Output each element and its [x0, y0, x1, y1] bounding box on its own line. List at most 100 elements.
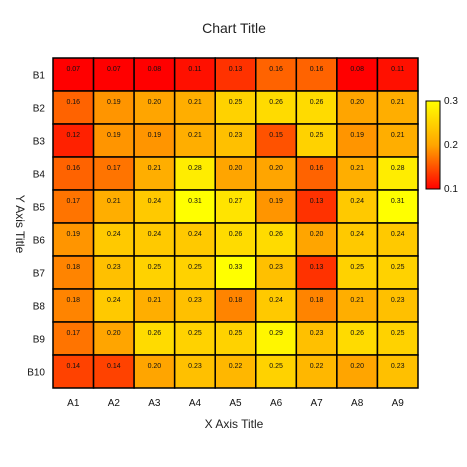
heatmap-cell — [52, 354, 95, 389]
cell-value-label: 0.25 — [310, 132, 324, 139]
heatmap-cell — [255, 57, 298, 92]
cell-value-label: 0.31 — [391, 198, 405, 205]
y-tick-label: B2 — [33, 104, 46, 115]
cell-value-label: 0.26 — [229, 231, 243, 238]
heatmap-cell — [92, 123, 135, 158]
cell-value-label: 0.22 — [310, 363, 324, 370]
cell-value-label: 0.21 — [148, 165, 162, 172]
cell-value-label: 0.12 — [66, 132, 80, 139]
cell-value-label: 0.07 — [107, 66, 121, 73]
heatmap-cell-labels: 0.07 0.07 0.08 0.11 0.13 0.16 0.16 0.08 0.11 0.16… — [66, 66, 404, 370]
heatmap-cell — [52, 90, 95, 125]
heatmap-cell — [92, 222, 135, 257]
heatmap-cell — [336, 288, 379, 323]
cell-value-label: 0.25 — [350, 264, 364, 271]
cell-value-label: 0.23 — [391, 297, 405, 304]
cell-value-label: 0.23 — [269, 264, 283, 271]
x-tick-label: A7 — [310, 398, 323, 409]
cell-value-label: 0.26 — [269, 99, 283, 106]
cell-value-label: 0.18 — [229, 297, 243, 304]
heatmap-cell — [376, 321, 419, 356]
x-tick-label: A4 — [189, 398, 202, 409]
cell-value-label: 0.25 — [229, 99, 243, 106]
cell-value-label: 0.17 — [66, 330, 80, 337]
heatmap-cell — [336, 123, 379, 158]
x-tick-label: A1 — [67, 398, 80, 409]
heatmap-cell — [295, 321, 338, 356]
heatmap-cell — [133, 57, 176, 92]
heatmap-cell — [92, 90, 135, 125]
y-tick-label: B7 — [33, 269, 46, 280]
cell-value-label: 0.17 — [66, 198, 80, 205]
heatmap-cell — [133, 90, 176, 125]
heatmap-cell — [52, 156, 95, 191]
cell-value-label: 0.23 — [310, 330, 324, 337]
cell-value-label: 0.15 — [269, 132, 283, 139]
heatmap-cell — [92, 189, 135, 224]
cell-value-label: 0.18 — [310, 297, 324, 304]
y-tick-labels: B1 B2 B3 B4 B5 B6 B7 B8 B9 B10 — [27, 71, 45, 379]
heatmap-cell — [173, 222, 216, 257]
heatmap-cell — [336, 321, 379, 356]
heatmap-cell — [295, 222, 338, 257]
heatmap-cell — [295, 156, 338, 191]
x-tick-label: A8 — [351, 398, 364, 409]
heatmap-cell — [376, 189, 419, 224]
cell-value-label: 0.26 — [310, 99, 324, 106]
x-tick-labels: A1 A2 A3 A4 A5 A6 A7 A8 A9 — [67, 398, 404, 409]
cell-value-label: 0.20 — [148, 99, 162, 106]
heatmap-cell — [295, 189, 338, 224]
heatmap-cell — [336, 255, 379, 290]
heatmap-cell — [255, 321, 298, 356]
heatmap-cell — [255, 189, 298, 224]
heatmap-cell — [336, 189, 379, 224]
cell-value-label: 0.18 — [66, 297, 80, 304]
cell-value-label: 0.13 — [310, 264, 324, 271]
cell-value-label: 0.23 — [391, 363, 405, 370]
cell-value-label: 0.20 — [148, 363, 162, 370]
cell-value-label: 0.24 — [350, 231, 364, 238]
heatmap-cell — [92, 288, 135, 323]
heatmap-cell — [133, 255, 176, 290]
heatmap-cell — [133, 288, 176, 323]
cell-value-label: 0.21 — [350, 297, 364, 304]
y-tick-label: B3 — [33, 137, 46, 148]
cell-value-label: 0.21 — [350, 165, 364, 172]
heatmap-cell — [295, 57, 338, 92]
heatmap-cell — [376, 90, 419, 125]
cell-value-label: 0.29 — [269, 330, 283, 337]
cell-value-label: 0.24 — [148, 231, 162, 238]
colorbar-tick-label: 0.2 — [444, 140, 458, 151]
heatmap-cell — [214, 354, 257, 389]
heatmap-cell — [295, 354, 338, 389]
cell-value-label: 0.13 — [229, 66, 243, 73]
cell-value-label: 0.11 — [391, 66, 404, 73]
cell-value-label: 0.28 — [391, 165, 405, 172]
colorbar-tick-label: 0.1 — [444, 184, 458, 195]
cell-value-label: 0.17 — [107, 165, 121, 172]
heatmap-cell — [173, 288, 216, 323]
cell-value-label: 0.25 — [148, 264, 162, 271]
cell-value-label: 0.18 — [66, 264, 80, 271]
cell-value-label: 0.16 — [310, 165, 324, 172]
heatmap-cell — [214, 222, 257, 257]
heatmap-cell — [133, 189, 176, 224]
cell-value-label: 0.19 — [269, 198, 283, 205]
cell-value-label: 0.08 — [148, 66, 162, 73]
heatmap-cell — [133, 156, 176, 191]
heatmap-cell — [52, 222, 95, 257]
colorbar-tick-label: 0.3 — [444, 96, 458, 107]
heatmap-cell — [376, 288, 419, 323]
heatmap-cell — [376, 57, 419, 92]
cell-value-label: 0.16 — [310, 66, 324, 73]
cell-value-label: 0.16 — [269, 66, 283, 73]
cell-value-label: 0.19 — [66, 231, 80, 238]
cell-value-label: 0.25 — [229, 330, 243, 337]
heatmap-cell — [255, 222, 298, 257]
cell-value-label: 0.24 — [107, 231, 121, 238]
y-tick-label: B4 — [33, 170, 46, 181]
cell-value-label: 0.13 — [310, 198, 324, 205]
colorbar: 0.1 0.2 0.3 — [425, 96, 458, 195]
cell-value-label: 0.27 — [229, 198, 243, 205]
heatmap-cells — [52, 57, 419, 389]
